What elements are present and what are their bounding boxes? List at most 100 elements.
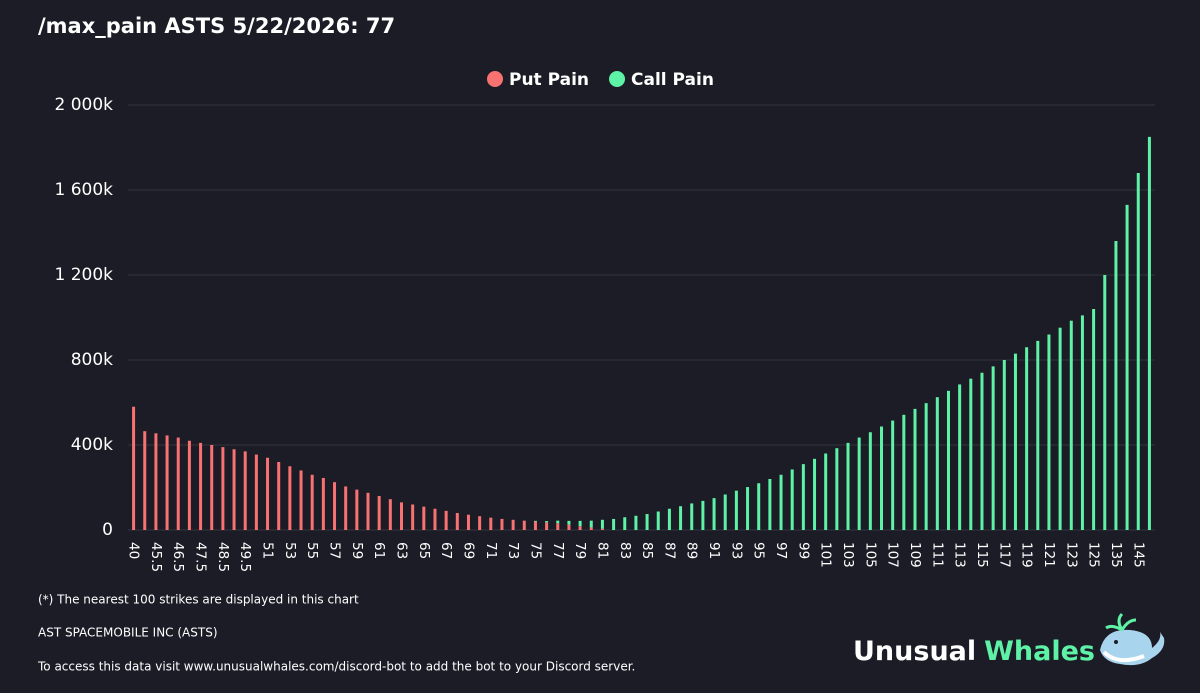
bar [969, 378, 973, 530]
bar [187, 440, 191, 530]
bar [623, 517, 627, 530]
bar [746, 487, 750, 530]
bar [824, 453, 828, 530]
x-tick-label: 115 [974, 542, 990, 568]
bar [355, 489, 359, 530]
bar [958, 384, 962, 530]
x-tick-label: 111 [929, 542, 945, 568]
bar [444, 510, 448, 530]
x-tick-label: 91 [706, 542, 722, 559]
legend-marker [609, 71, 626, 87]
bar [600, 519, 604, 529]
x-tick-label: 69 [460, 542, 476, 559]
bar [1047, 334, 1051, 530]
y-tick-label: 800k [71, 350, 113, 370]
x-tick-label: 109 [907, 542, 923, 568]
x-tick-label: 117 [996, 542, 1012, 568]
bar [768, 479, 772, 530]
x-tick-label: 113 [952, 542, 968, 568]
bar [1069, 320, 1073, 530]
bar [556, 520, 560, 524]
x-tick-label: 79 [572, 542, 588, 559]
bar [545, 522, 549, 530]
bar [556, 523, 560, 530]
x-tick-label: 47.5 [193, 542, 209, 572]
access-note: To access this data visit www.unusualwha… [37, 660, 635, 674]
x-tick-label: 95 [751, 542, 767, 559]
bar [545, 521, 549, 523]
bar [243, 451, 247, 530]
bar [924, 403, 928, 530]
bar [757, 483, 761, 530]
bar [533, 521, 537, 530]
bar [176, 437, 180, 530]
y-tick-label: 400k [71, 435, 113, 455]
bar [880, 426, 884, 530]
bar [935, 397, 939, 530]
bar [723, 494, 727, 530]
bar [634, 515, 638, 530]
bar [868, 432, 872, 530]
x-tick-label: 125 [1086, 542, 1102, 568]
x-tick-label: 93 [728, 542, 744, 559]
bar [344, 486, 348, 530]
legend-label: Call Pain [631, 70, 714, 90]
bar [589, 527, 593, 530]
x-tick-label: 63 [393, 542, 409, 559]
legend-marker [487, 71, 503, 87]
bar [790, 469, 794, 530]
x-tick-label: 145 [1130, 542, 1146, 568]
bar [690, 503, 694, 530]
bar [779, 474, 783, 530]
bar [857, 437, 861, 530]
bar [399, 502, 403, 530]
bar [266, 457, 270, 530]
bar [567, 520, 571, 525]
bar [1013, 353, 1017, 530]
bar [500, 518, 504, 530]
x-tick-label: 55 [304, 542, 320, 559]
bar [835, 448, 839, 530]
x-tick-label: 77 [550, 542, 566, 559]
whale-icon [1100, 612, 1165, 666]
x-tick-label: 81 [594, 542, 610, 559]
bar [154, 433, 158, 530]
bar [522, 520, 526, 530]
bar [801, 464, 805, 530]
bar [1092, 309, 1096, 530]
bar [321, 477, 325, 530]
bar [277, 462, 281, 530]
x-tick-label: 71 [483, 542, 499, 559]
x-tick-label: 46.5 [170, 542, 186, 572]
bar [310, 474, 314, 530]
x-tick-label: 85 [639, 542, 655, 559]
y-tick-label: 2 000k [54, 95, 113, 115]
bar [232, 449, 236, 530]
x-tick-label: 87 [661, 542, 677, 559]
bar [466, 514, 470, 530]
bar [511, 519, 515, 530]
bar [1080, 315, 1084, 530]
bar [667, 508, 671, 530]
bar [388, 499, 392, 530]
y-tick-label: 1 600k [54, 180, 113, 200]
bar [132, 406, 136, 530]
x-tick-label: 48.5 [215, 542, 231, 572]
bar [1136, 173, 1140, 530]
bar [165, 435, 169, 530]
bar [1025, 347, 1029, 530]
bar [813, 458, 817, 530]
y-tick-label: 1 200k [54, 265, 113, 285]
bar [377, 496, 381, 530]
y-tick-label: 0 [102, 520, 113, 540]
bar [701, 500, 705, 530]
bar [991, 366, 995, 530]
company: AST SPACEMOBILE INC (ASTS) [38, 626, 218, 640]
bar [1036, 340, 1040, 530]
bar [578, 520, 582, 527]
bar [980, 372, 984, 530]
x-tick-label: 65 [416, 542, 432, 559]
logo-first: Unusual [853, 636, 976, 667]
bar [221, 447, 225, 530]
